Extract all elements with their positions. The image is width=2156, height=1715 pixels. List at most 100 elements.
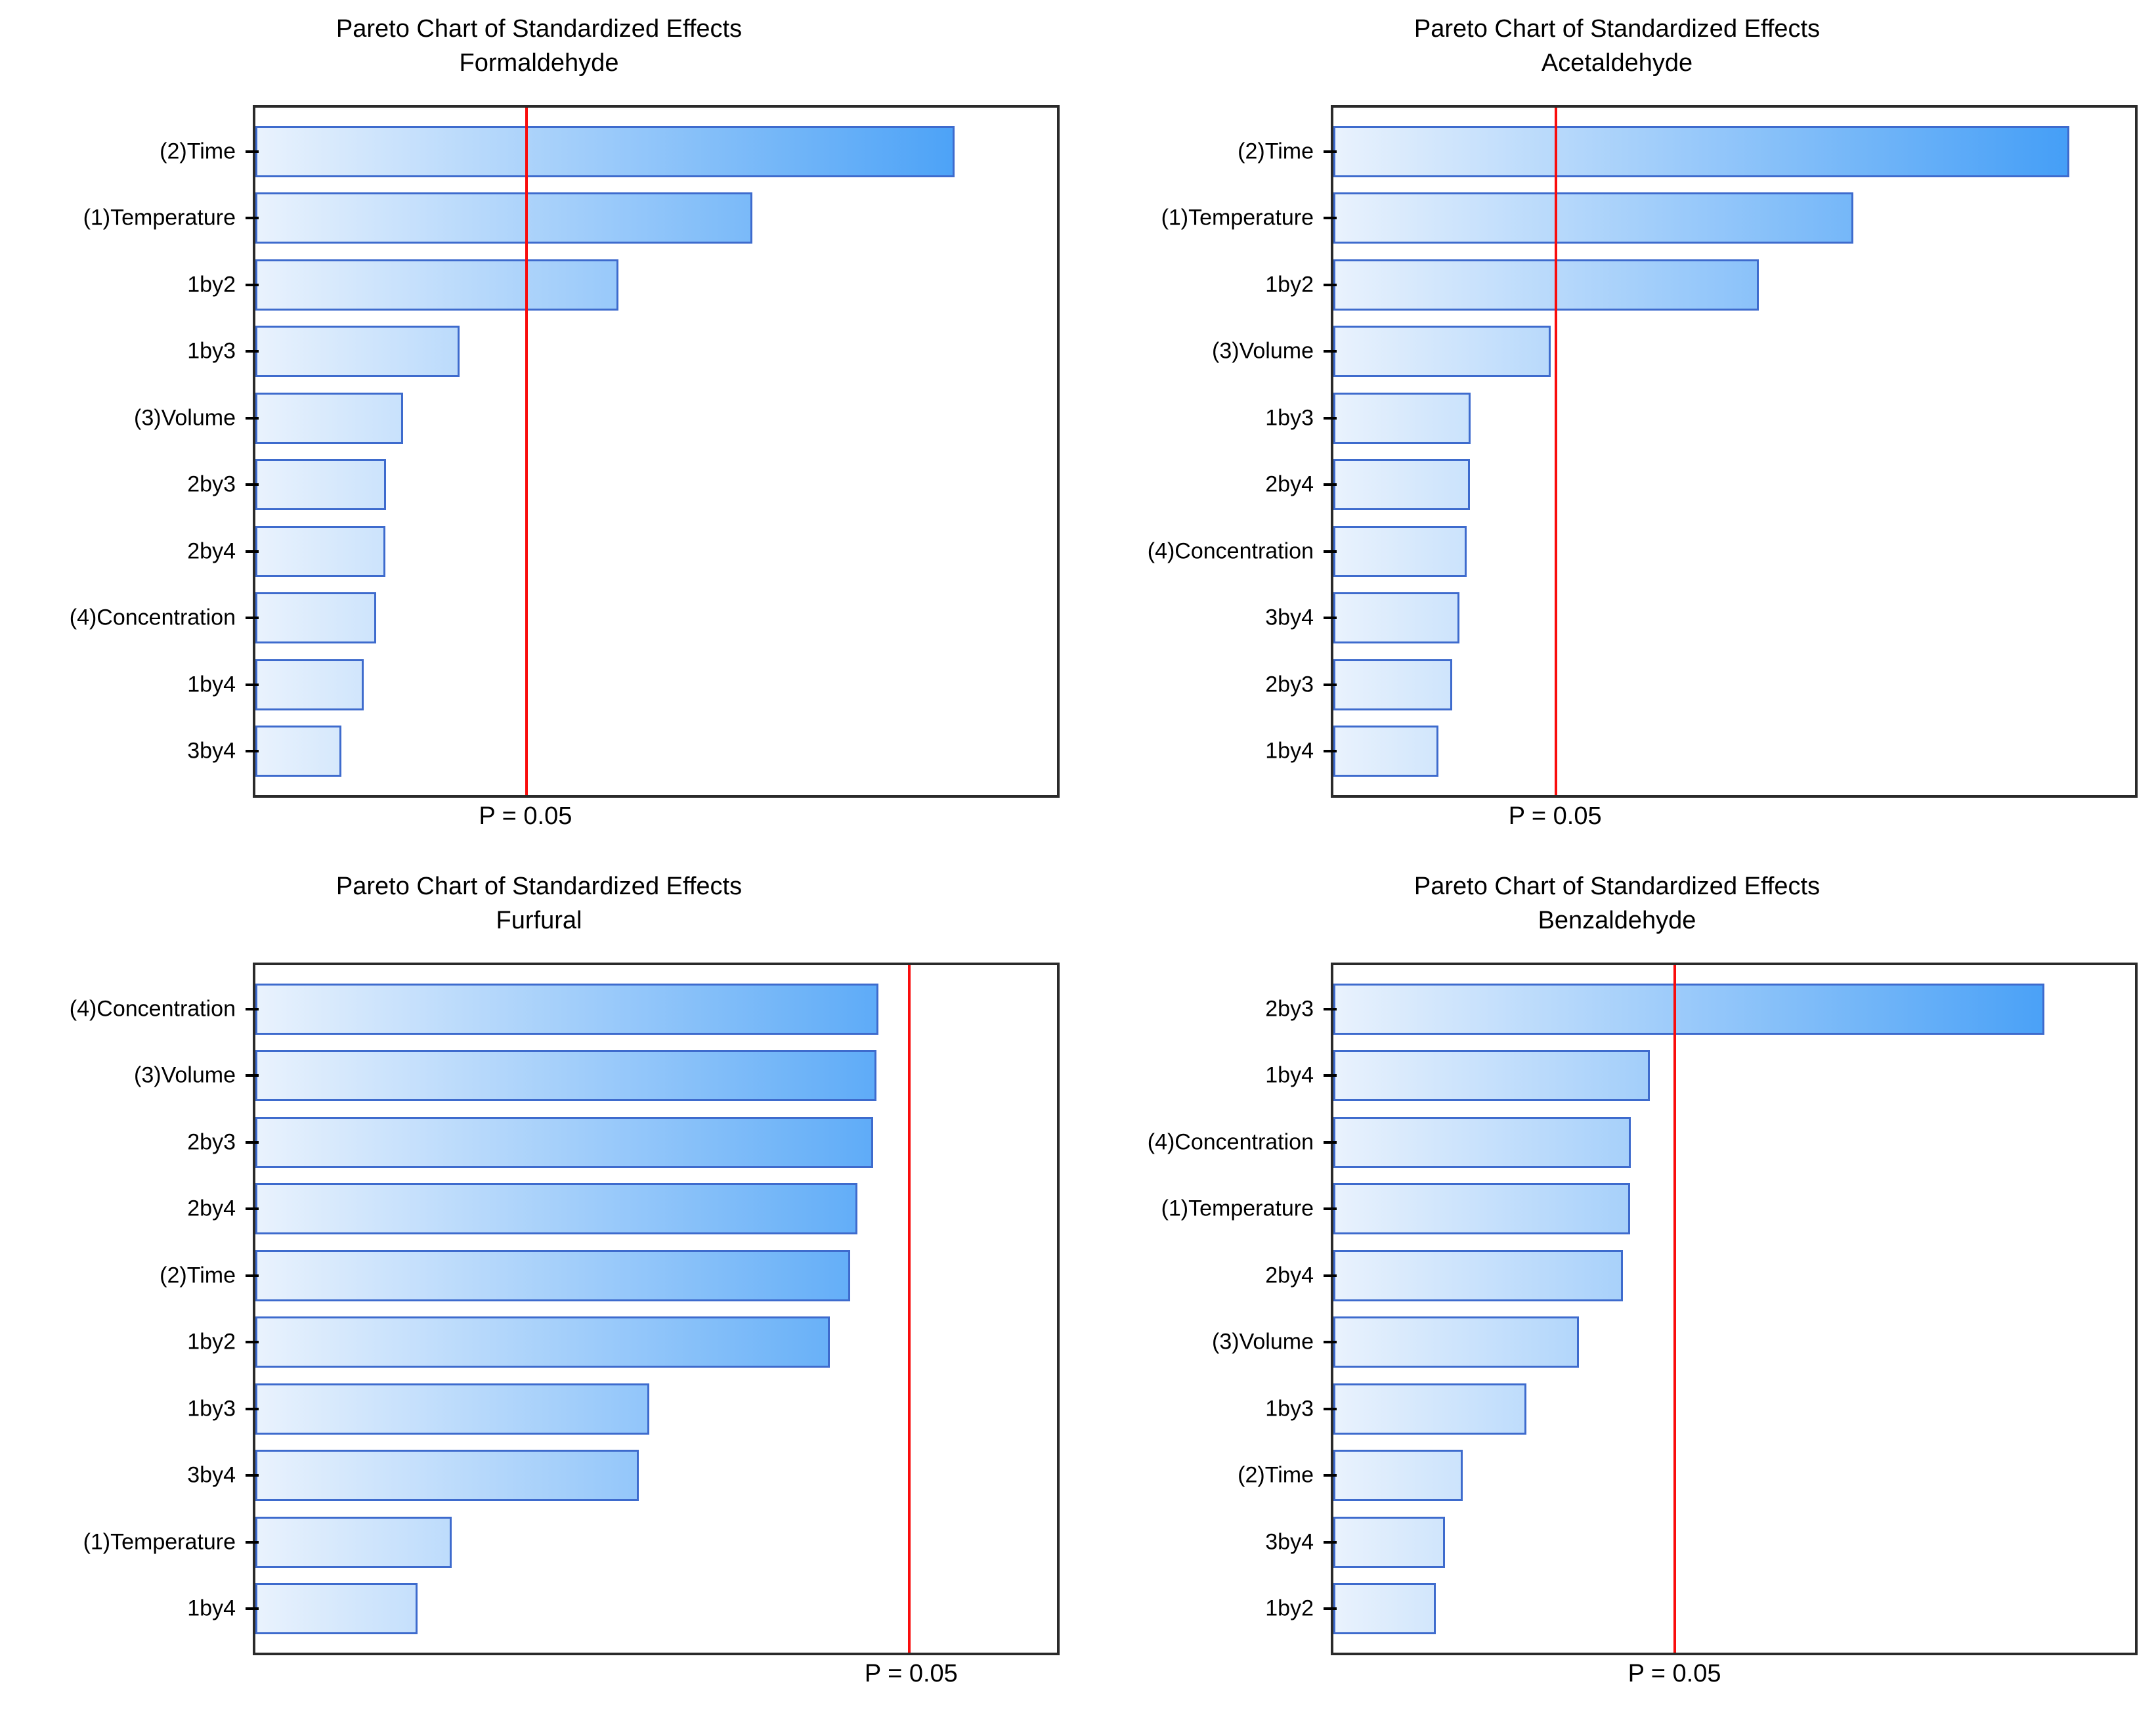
pareto-chart-acetaldehyde: Pareto Chart of Standardized Effects Ace…	[1078, 0, 2156, 858]
category-label: (3)Volume	[1212, 1329, 1314, 1355]
bar-row: 1by3	[1265, 1376, 2135, 1443]
category-label: 1by3	[1265, 1396, 1314, 1422]
bar-row: 2by4	[187, 518, 1057, 585]
y-axis-tick	[1324, 550, 1337, 553]
category-label: (1)Temperature	[1161, 205, 1314, 230]
bar-row: 1by4	[1265, 718, 2135, 785]
chart-subtitle: Formaldehyde	[459, 49, 619, 77]
y-axis-tick	[1324, 617, 1337, 620]
bar-row: 1by4	[187, 1576, 1057, 1643]
y-axis-tick	[246, 1274, 259, 1277]
category-label: 2by4	[187, 1196, 236, 1221]
rows: (2)Time (1)Temperature 1by2 1by3 (3)Volume 2b…	[70, 108, 1057, 795]
bar-row: (3)Volume	[1212, 1309, 2135, 1376]
x-axis-annotation: P = 0.05	[253, 802, 1060, 842]
bar-row: 2by3	[187, 1109, 1057, 1176]
bar-row: 2by4	[187, 1176, 1057, 1243]
chart-title-line1: Pareto Chart of Standardized Effects	[1413, 873, 1821, 900]
y-axis-tick	[1324, 1407, 1337, 1410]
category-label: (3)Volume	[134, 1062, 236, 1088]
y-axis-tick	[246, 550, 259, 553]
bar-row: (3)Volume	[1212, 318, 2135, 385]
p-value-label: P = 0.05	[1508, 802, 1602, 830]
bar-row: 3by4	[1265, 1509, 2135, 1576]
bar-row: (3)Volume	[134, 1043, 1057, 1110]
effect-bar	[1333, 1516, 1445, 1568]
x-axis-annotation: P = 0.05	[1331, 802, 2138, 842]
bar-row: 1by2	[1265, 251, 2135, 318]
effect-bar	[1333, 1316, 1579, 1368]
y-axis-tick	[246, 150, 259, 153]
effect-bar	[1333, 326, 1551, 378]
plot-area: (4)Concentration (3)Volume 2by3 2by4 (2)Time…	[70, 963, 1060, 1655]
category-label: 2by4	[1265, 471, 1314, 497]
category-label: 1by4	[1265, 738, 1314, 764]
plot-area: (2)Time (1)Temperature 1by2 (3)Volume 1by3 2b…	[1148, 105, 2138, 798]
bar-row: (1)Temperature	[1161, 1176, 2135, 1243]
rows: (4)Concentration (3)Volume 2by3 2by4 (2)Time…	[70, 965, 1057, 1653]
effect-bar	[255, 125, 955, 177]
effect-bar	[255, 1183, 857, 1235]
category-label: 1by4	[187, 672, 236, 697]
y-axis-tick	[1324, 483, 1337, 487]
reference-line	[1673, 965, 1677, 1653]
category-label: 1by2	[1265, 1596, 1314, 1621]
y-axis-tick	[246, 483, 259, 487]
effect-bar	[1333, 1583, 1436, 1635]
bar-row: 1by2	[187, 1309, 1057, 1376]
y-axis-tick	[246, 750, 259, 753]
bar-row: 2by3	[187, 452, 1057, 519]
category-label: (4)Concentration	[1147, 538, 1314, 564]
category-label: 2by4	[1265, 1263, 1314, 1288]
plot-area: (2)Time (1)Temperature 1by2 1by3 (3)Volume 2b…	[70, 105, 1060, 798]
effect-bar	[255, 726, 341, 777]
y-axis-tick	[1324, 1474, 1337, 1477]
y-axis-tick	[246, 1007, 259, 1010]
bar-row: 1by4	[1265, 1043, 2135, 1110]
effect-bar	[255, 983, 878, 1035]
y-axis-tick	[1324, 1341, 1337, 1344]
y-axis-tick	[246, 416, 259, 420]
effect-bar	[1333, 983, 2045, 1035]
reference-line	[1555, 108, 1558, 795]
pareto-chart-benzaldehyde: Pareto Chart of Standardized Effects Ben…	[1078, 858, 2156, 1715]
chart-title: Pareto Chart of Standardized Effects Fur…	[0, 869, 1078, 938]
bar-row: 1by4	[187, 651, 1057, 718]
y-axis-tick	[1324, 1540, 1337, 1544]
bar-row: (3)Volume	[134, 385, 1057, 452]
bar-row: (1)Temperature	[83, 185, 1057, 252]
category-label: 2by3	[1265, 672, 1314, 697]
chart-subtitle: Acetaldehyde	[1541, 49, 1693, 77]
y-axis-tick	[246, 1474, 259, 1477]
y-axis-tick	[1324, 1207, 1337, 1211]
y-axis-tick	[246, 283, 259, 286]
y-axis-tick	[1324, 350, 1337, 353]
effect-bar	[1333, 1450, 1463, 1502]
category-label: (4)Concentration	[69, 605, 236, 630]
effect-bar	[255, 459, 387, 511]
category-label: 1by2	[187, 1329, 236, 1355]
category-label: (2)Time	[1238, 139, 1314, 164]
chart-title-line1: Pareto Chart of Standardized Effects	[335, 15, 743, 43]
y-axis-tick	[1324, 1140, 1337, 1144]
bar-row: (2)Time	[1238, 118, 2135, 185]
bar-row: (2)Time	[160, 118, 1057, 185]
effect-bar	[1333, 459, 1470, 511]
effect-bar	[255, 659, 364, 710]
y-axis-tick	[1324, 1074, 1337, 1077]
effect-bar	[255, 192, 753, 244]
y-axis-tick	[1324, 150, 1337, 153]
category-label: 1by2	[1265, 272, 1314, 297]
effect-bar	[255, 326, 460, 378]
chart-title: Pareto Chart of Standardized Effects For…	[0, 12, 1078, 80]
plot-area: 2by3 1by4 (4)Concentration (1)Temperature 2b…	[1148, 963, 2138, 1655]
category-label: (2)Time	[160, 1263, 236, 1288]
bar-row: (2)Time	[160, 1242, 1057, 1309]
y-axis-tick	[1324, 1274, 1337, 1277]
effect-bar	[1333, 125, 2069, 177]
category-label: (2)Time	[1238, 1462, 1314, 1488]
effect-bar	[1333, 192, 1854, 244]
bar-row: (4)Concentration	[70, 976, 1057, 1043]
bar-row: 3by4	[187, 718, 1057, 785]
